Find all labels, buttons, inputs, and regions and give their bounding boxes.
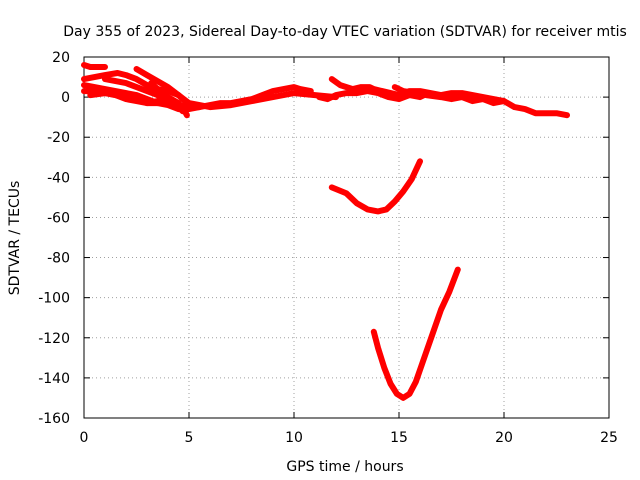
y-tick-label: 0 [61,90,70,106]
axis-ticks: -160 -140 -120 -100 -80 -60 -40 -20 0 20 0 5 10 15 20 2… [38,50,618,446]
y-tick-label: -60 [47,210,70,226]
x-tick-label: 20 [495,430,513,446]
y-tick-label: -160 [38,411,70,427]
series-satellite-track-9 [316,88,432,103]
chart-title: Day 355 of 2023, Sidereal Day-to-day VTE… [63,24,627,40]
x-tick-label: 15 [390,430,408,446]
y-tick-label: -120 [38,331,70,347]
series-satellite-track-11 [391,84,507,107]
y-tick-label: -80 [47,251,70,267]
y-tick-label: -140 [38,371,70,387]
y-tick-label: 20 [52,50,70,66]
series-satellite-track-12 [328,158,423,215]
y-axis-label: SDTVAR / TECUs [7,181,23,296]
y-tick-label: -100 [38,291,70,307]
y-tick-label: -20 [47,130,70,146]
plot-frame [83,56,610,419]
series-satellite-track-13 [370,266,461,401]
series-satellite-track-8 [148,80,190,119]
x-axis-label: GPS time / hours [286,459,403,475]
data-series [81,62,570,401]
x-tick-label: 5 [185,430,194,446]
series-satellite-track-7 [133,66,197,111]
y-tick-label: -40 [47,170,70,186]
grid-lines [84,57,609,418]
series-satellite-track-1 [81,62,108,70]
x-tick-label: 25 [600,430,618,446]
x-tick-label: 10 [285,430,303,446]
x-tick-label: 0 [80,430,89,446]
series-satellite-track-6 [102,76,186,115]
